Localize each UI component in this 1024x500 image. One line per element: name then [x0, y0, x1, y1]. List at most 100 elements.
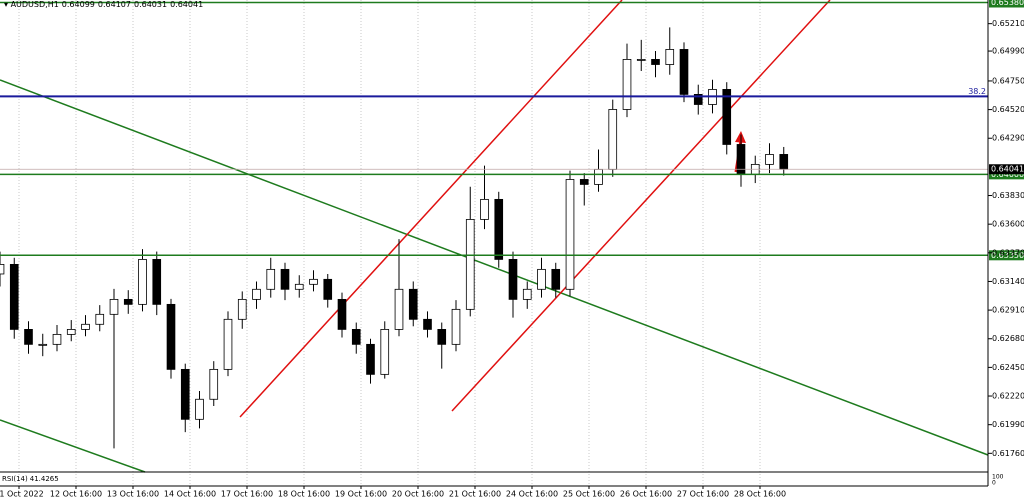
symbol: AUDUSD,H1: [10, 0, 59, 9]
candle-body: [351, 329, 361, 345]
y-tick-label: 0.62910: [992, 306, 1024, 315]
candle-body: [195, 398, 204, 420]
x-tick-label: 18 Oct 16:00: [278, 490, 330, 499]
x-tick-label: 27 Oct 16:00: [677, 490, 729, 499]
indicator-name: RSI(14): [2, 475, 28, 483]
candle-body: [423, 318, 432, 330]
price-box-label: 0.64041: [991, 165, 1024, 174]
candle-body: [437, 329, 447, 345]
y-tick-label: 0.62220: [992, 392, 1024, 401]
y-tick-label: 0.61760: [992, 449, 1024, 458]
y-tick-label: 0.64520: [992, 105, 1024, 114]
x-tick-label: 17 Oct 16:00: [221, 490, 273, 499]
price-box: [989, 164, 1024, 175]
axis-labels: 11 Oct 2022 12 Oct 16:00 13 Oct 16:00 14 Oc…: [0, 19, 1024, 498]
candle-body: [594, 168, 603, 185]
candle-body: [138, 259, 147, 305]
candle-body: [636, 59, 646, 61]
candle-body: [223, 318, 233, 370]
candles: [0, 27, 789, 449]
candle-body: [337, 298, 347, 330]
candle-body: [565, 179, 575, 290]
candle-body: [779, 154, 789, 170]
candle-body: [522, 288, 532, 300]
candle-body: [95, 313, 105, 325]
indicator-tick-label: 100: [992, 474, 1004, 481]
x-tick-label: 21 Oct 16:00: [449, 490, 501, 499]
candle-body: [665, 49, 675, 65]
candle-body: [736, 144, 746, 175]
channel-line: [451, 0, 831, 412]
ohlc-low: 0.64031: [133, 0, 168, 9]
x-tick-label: 11 Oct 2022: [0, 490, 44, 499]
candle-body: [123, 298, 133, 305]
candle-body: [679, 49, 689, 95]
y-tick-label: 0.63140: [992, 277, 1024, 286]
candle-body: [451, 308, 461, 345]
x-tick-label: 13 Oct 16:00: [107, 490, 159, 499]
y-tick-label: 0.62450: [992, 363, 1024, 372]
price-box: [989, 0, 1024, 8]
x-tick-label: 26 Oct 16:00: [620, 490, 672, 499]
ohlc-close: 0.64041: [170, 0, 204, 9]
price-box-label: 0.63350: [991, 251, 1024, 260]
candle-body: [52, 333, 62, 345]
chart-header: ▾ AUDUSD,H1 0.64099 0.64107 0.64031 0.64041: [4, 0, 204, 9]
y-tick-label: 0.63600: [992, 220, 1024, 229]
candle-body: [152, 259, 162, 305]
levels: 0.65380 0.64000 0.63350 38.2 0.64041: [0, 0, 1024, 261]
indicator-tick-label: 0: [992, 480, 996, 487]
price-box: [989, 169, 1024, 180]
y-tick-label: 0.65210: [992, 19, 1024, 28]
candle-body: [280, 268, 290, 290]
x-tick-label: 24 Oct 16:00: [506, 490, 558, 499]
candle-body: [608, 109, 618, 170]
y-tick-label: 0.64990: [992, 47, 1024, 56]
candle-body: [0, 263, 5, 275]
candle-body: [323, 278, 333, 300]
candle-body: [294, 283, 304, 290]
x-tick-label: 20 Oct 16:00: [392, 490, 444, 499]
candle-body: [380, 329, 390, 375]
y-tick-label: 0.63830: [992, 191, 1024, 200]
candle-body: [237, 298, 247, 320]
y-tick-label: 0.61990: [992, 420, 1024, 429]
x-tick-label: 19 Oct 16:00: [335, 490, 387, 499]
price-box-label: 0.65380: [991, 0, 1024, 7]
candle-body: [551, 268, 561, 290]
channel-line: [239, 0, 623, 418]
candle-body: [579, 179, 589, 185]
candle-body: [38, 343, 48, 346]
candle-body: [66, 329, 76, 335]
candle-body: [109, 298, 119, 315]
candle-body: [508, 259, 518, 300]
candle-body: [765, 154, 774, 165]
y-tick-label: 0.62680: [992, 334, 1024, 343]
candle-body: [537, 268, 546, 290]
trend-line: [0, 419, 146, 473]
candle-body: [722, 89, 732, 145]
price-box-label: 0.64000: [991, 170, 1024, 179]
candle-body: [693, 94, 703, 105]
indicator-label: RSI(14) 41.4265: [2, 475, 61, 483]
grid: [18, 0, 761, 486]
candle-body: [651, 59, 660, 65]
ohlc-high: 0.64107: [97, 0, 131, 9]
candle-body: [622, 59, 632, 110]
candle-body: [81, 323, 90, 330]
candle-body: [394, 288, 404, 330]
x-tick-label: 28 Oct 16:00: [734, 490, 786, 499]
candle-body: [309, 278, 318, 285]
candle-body: [366, 343, 375, 375]
x-tick-label: 14 Oct 16:00: [164, 490, 216, 499]
fib-label: 38.2: [968, 87, 986, 96]
candle-body: [9, 263, 19, 330]
price-box: [989, 250, 1024, 261]
y-tick-label: 0.64750: [992, 76, 1024, 85]
candle-body: [166, 303, 176, 370]
y-tick-label: 0.64290: [992, 134, 1024, 143]
candle-body: [209, 368, 219, 400]
trend-line: [0, 79, 989, 456]
